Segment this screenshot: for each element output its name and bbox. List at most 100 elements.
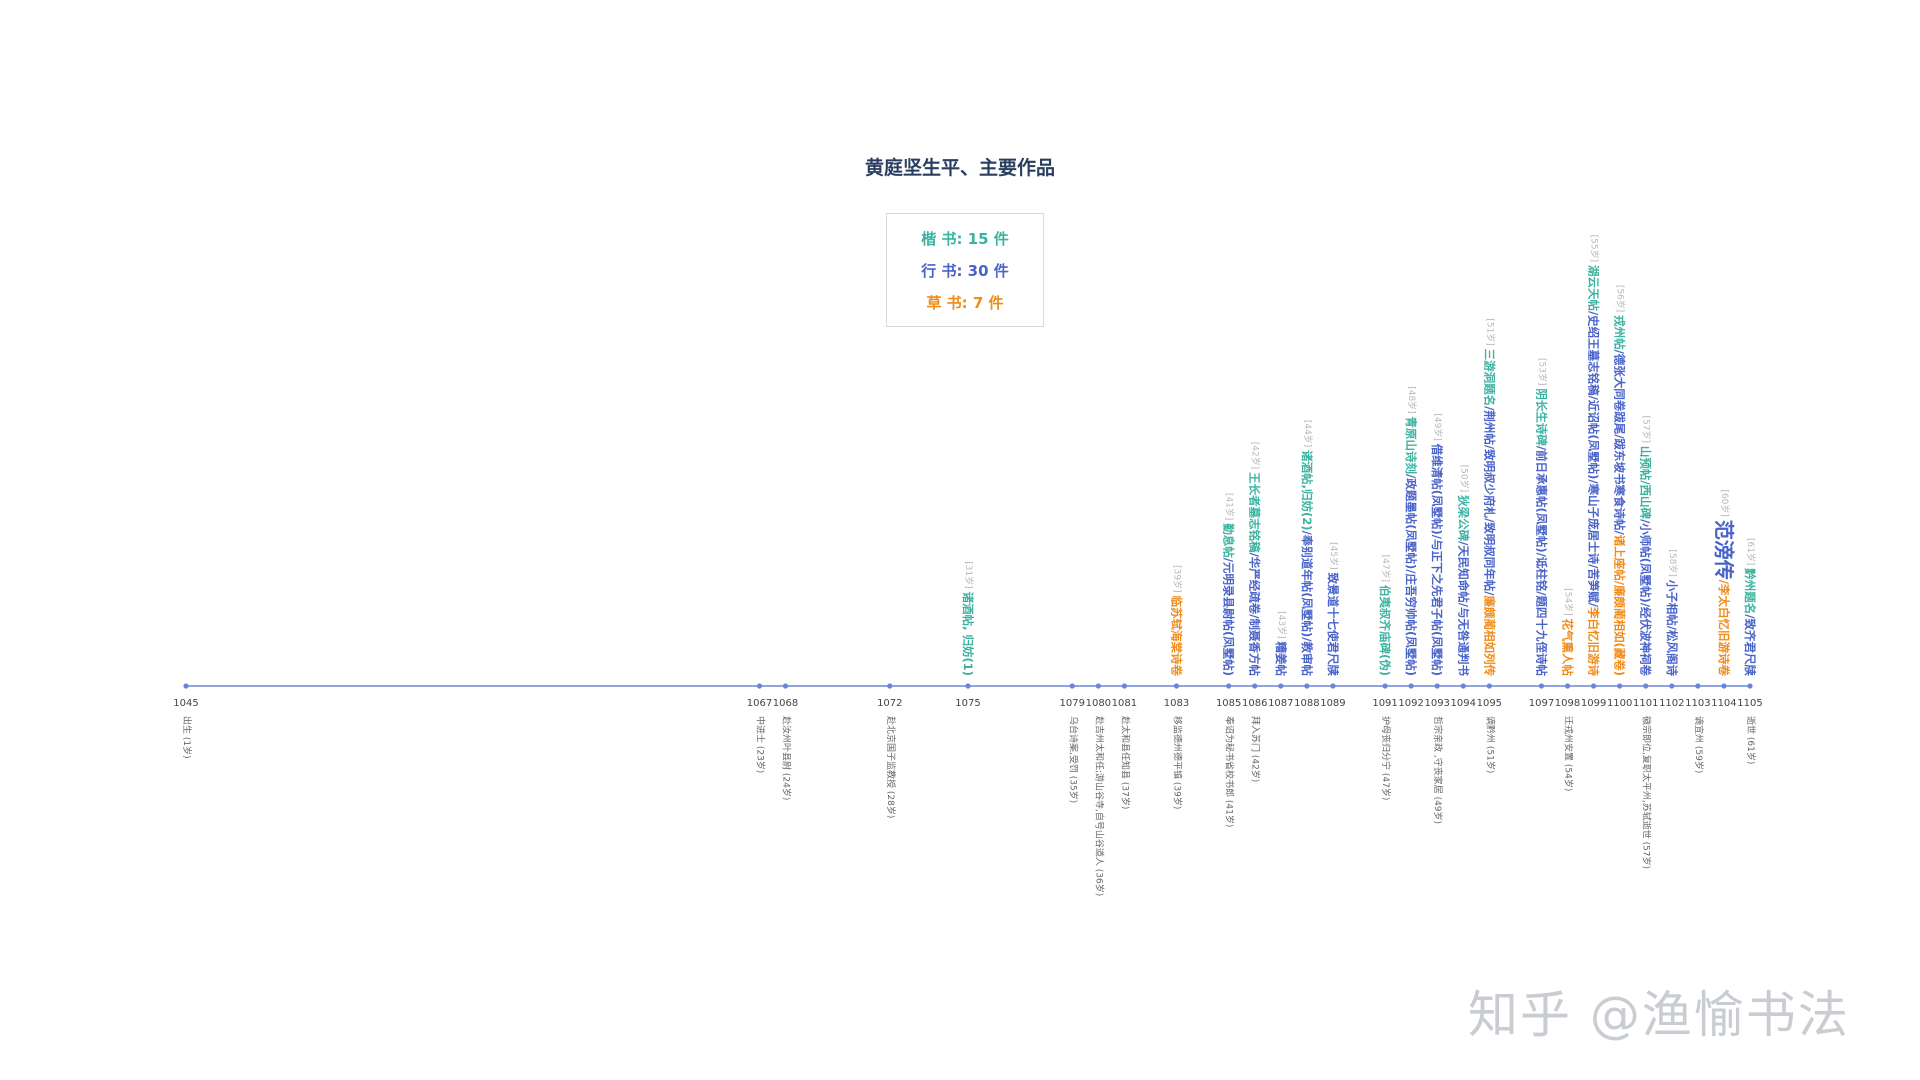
year-tick-label: 1101	[1633, 698, 1658, 709]
year-dot	[887, 683, 893, 689]
work-age-label: [48岁]	[1406, 386, 1418, 416]
year-tick-label: 1086	[1242, 698, 1267, 709]
year-tick-label: 1081	[1112, 698, 1137, 709]
work-age-label: [54岁]	[1563, 588, 1575, 618]
work-age-label: [60岁]	[1719, 489, 1731, 519]
life-event-label: 谪宜州 (59岁)	[1693, 716, 1705, 773]
work-label: [45岁] 致景道十七使君尺牍	[1326, 542, 1340, 676]
work-label: [58岁] 小子相帖/松风阁诗	[1665, 549, 1679, 676]
work-title-kai: 青原山诗刻	[1404, 417, 1418, 475]
year-tick-label: 1068	[773, 698, 798, 709]
work-title-xing: 范滂传	[1712, 520, 1736, 580]
work-title-xing: /致齐君尺牍	[1743, 614, 1757, 676]
year-tick-label: 1079	[1060, 698, 1085, 709]
work-age-label: [53岁]	[1536, 358, 1548, 388]
work-title-xing: /小师帖(凤墅帖)/经伏波神祠卷	[1639, 519, 1653, 676]
year-tick-label: 1103	[1685, 698, 1710, 709]
life-event-label: 逝世 (61岁)	[1745, 716, 1757, 764]
work-title-kai: 诸酒帖, 归妨(1)	[961, 592, 975, 676]
year-tick-label: 1104	[1711, 698, 1736, 709]
work-label: [57岁] 山预帖/西山碑/小师帖(凤墅帖)/经伏波神祠卷	[1639, 416, 1653, 677]
work-age-label: [58岁]	[1667, 549, 1679, 579]
year-dot	[1486, 683, 1492, 689]
work-label: [49岁] 借维清帖(凤墅帖)/与正下之先君子帖(凤墅帖)	[1430, 413, 1444, 676]
work-title-xing: /天民知命帖/与无咎通判书	[1456, 541, 1470, 676]
life-event-label: 移监德州德平镇 (39岁)	[1172, 716, 1184, 809]
year-dot	[183, 683, 189, 689]
life-event-label: 赴北京国子监教授 (28岁)	[885, 716, 897, 818]
year-tick-label: 1075	[955, 698, 980, 709]
work-title-xing: /荆州帖/致明叔少府札/致明叔同年帖/	[1482, 406, 1496, 596]
work-title-cao: 李白忆旧游诗	[1587, 606, 1601, 676]
work-title-kai: 三游洞题名	[1482, 349, 1496, 407]
year-tick-label: 1092	[1398, 698, 1423, 709]
year-tick-label: 1087	[1268, 698, 1293, 709]
work-title-kai: 王长者墓志铭稿	[1248, 472, 1262, 553]
work-age-label: [43岁]	[1276, 611, 1288, 641]
year-dot	[1382, 683, 1388, 689]
year-dot	[1278, 683, 1284, 689]
work-title-xing: 糟姜帖	[1274, 642, 1288, 677]
year-tick-label: 1098	[1555, 698, 1580, 709]
legend-box: 楷 书: 15 件 行 书: 30 件 草 书: 7 件	[886, 213, 1044, 327]
year-tick-label: 1067	[747, 698, 772, 709]
year-dot	[1695, 683, 1701, 689]
work-title-kai: 诸酒帖,归妨(2)	[1300, 450, 1314, 530]
work-age-label: [41岁]	[1224, 493, 1236, 523]
watermark: 知乎 @渔愉书法	[1468, 986, 1850, 1044]
year-dot	[1643, 683, 1649, 689]
work-label: [51岁] 三游洞题名/荆州帖/致明叔少府札/致明叔同年帖/廉颇蔺相如列传	[1482, 318, 1496, 676]
work-title-cao: 诸上座帖/廉颇蔺相如(藏卷)	[1613, 535, 1627, 676]
chart-title: 黄庭坚生平、主要作品	[864, 157, 1055, 179]
year-dot	[1669, 683, 1675, 689]
work-title-kai: 黔州题名	[1743, 568, 1757, 614]
year-tick-label: 1095	[1477, 698, 1502, 709]
year-tick-label: 1105	[1737, 698, 1762, 709]
work-label: [39岁] 临苏轼海棠诗卷	[1170, 565, 1184, 676]
work-age-label: [44岁]	[1302, 420, 1314, 450]
year-tick-label: 1093	[1424, 698, 1449, 709]
work-title-xing: /政题墨帖(凤墅帖)/庄吾穷帅帖(凤墅帖)	[1404, 474, 1418, 676]
work-title-cao: 廉颇蔺相如列传	[1482, 596, 1496, 677]
work-title-xing: /前日承惠帖(凤墅帖)/诋柱铭/题四十九侄诗帖	[1534, 446, 1548, 677]
work-age-label: [51岁]	[1484, 318, 1496, 348]
work-label: [56岁] 戎州帖/德张大同卷跋尾/跋东坡书寒食诗帖/诸上座帖/廉颇蔺相如(藏卷…	[1613, 285, 1627, 676]
work-title-xing: /奉别道年帖(凤墅帖)/教审帖	[1300, 531, 1314, 677]
work-age-label: [61岁]	[1745, 538, 1757, 568]
work-label: [48岁] 青原山诗刻/政题墨帖(凤墅帖)/庄吾穷帅帖(凤墅帖)	[1404, 386, 1418, 676]
year-dot	[1747, 683, 1753, 689]
life-event-label: 赴吉州太和任;游山谷寺,自号山谷道人 (36岁)	[1093, 716, 1105, 896]
year-tick-label: 1085	[1216, 698, 1241, 709]
year-dot	[1173, 683, 1180, 689]
year-dot	[1721, 683, 1727, 689]
year-tick-label: 1080	[1086, 698, 1111, 709]
work-title-kai: 狄梁公碑	[1456, 494, 1470, 541]
life-event-label: 谪黔州 (51岁)	[1484, 716, 1496, 773]
work-label: [61岁] 黔州题名/致齐君尺牍	[1743, 538, 1757, 677]
life-event-label: 迁戎州安置 (54岁)	[1563, 716, 1575, 791]
year-tick-label: 1088	[1294, 698, 1319, 709]
work-title-xing: /史绍王墓志铭稿/近诏帖(凤墅帖)/寒山子庞居士诗/苦笋赋/	[1587, 311, 1601, 608]
life-event-label: 拜入苏门 (42岁)	[1250, 716, 1262, 782]
work-title-xing: 借维清帖(凤墅帖)/与正下之先君子帖(凤墅帖)	[1430, 443, 1444, 676]
year-dot	[756, 683, 763, 689]
life-event-label: 乌台诗案,受罚 (35岁)	[1067, 716, 1079, 803]
life-event-label: 赴汝州叶县尉 (24岁)	[781, 716, 793, 800]
work-title-kai: 湖云天帖	[1587, 265, 1601, 311]
work-title-kai: 伯夷叔齐庙碑(伪)	[1378, 585, 1392, 676]
work-age-label: [45岁]	[1328, 542, 1340, 572]
year-tick-label: 1091	[1372, 698, 1397, 709]
year-tick-label: 1072	[877, 698, 902, 709]
life-event-label: 哲宗亲政 ,守丧家居 (49岁)	[1432, 716, 1444, 824]
life-event-label: 出生 (1岁)	[181, 716, 193, 759]
work-age-label: [55岁]	[1589, 235, 1601, 265]
year-dot	[1617, 683, 1623, 689]
year-tick-label: 1100	[1607, 698, 1632, 709]
work-label: [60岁] 范滂传/李太白忆旧游诗卷	[1712, 489, 1736, 676]
work-age-label: [57岁]	[1641, 416, 1653, 446]
work-age-label: [42岁]	[1250, 442, 1262, 472]
year-tick-label: 1045	[173, 698, 198, 709]
work-title-cao: /李太白忆旧游诗卷	[1717, 580, 1731, 677]
work-age-label: [31岁]	[963, 561, 975, 591]
